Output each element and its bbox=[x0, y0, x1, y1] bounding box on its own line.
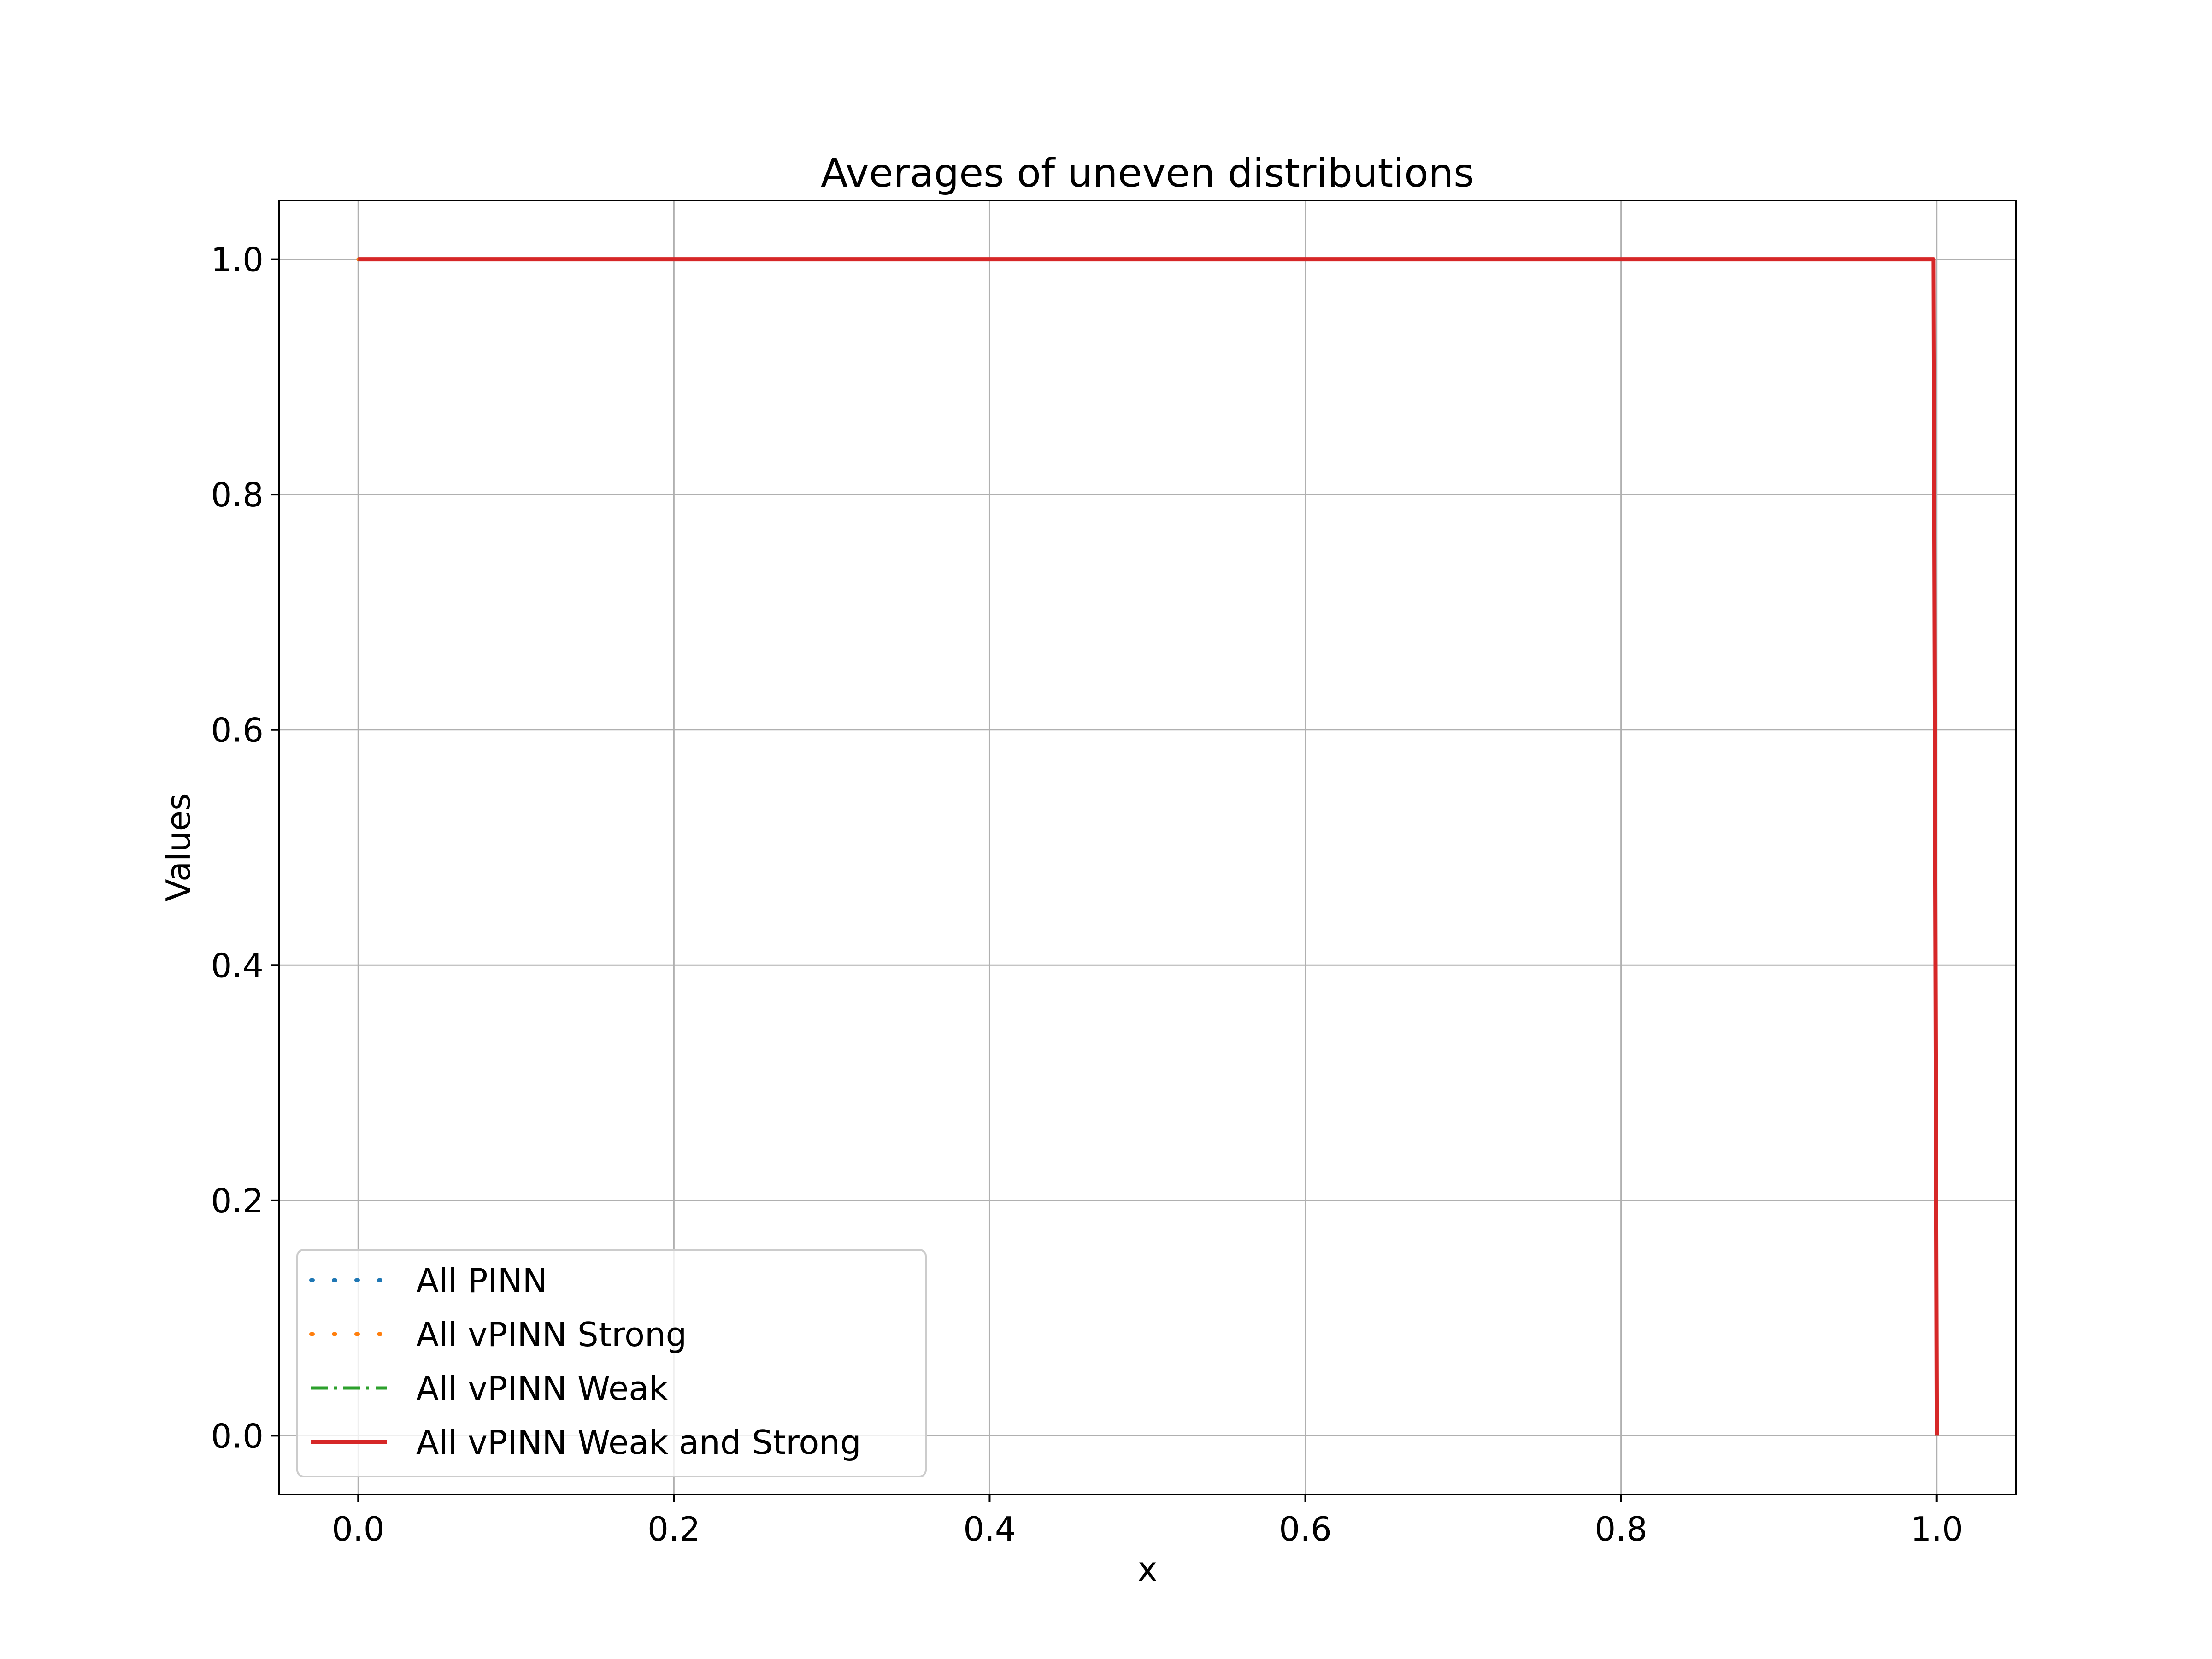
legend-box bbox=[296, 1249, 927, 1477]
x-tick-label: 0.2 bbox=[647, 1510, 700, 1548]
chart-title: Averages of uneven distributions bbox=[821, 150, 1474, 196]
y-axis-label: Values bbox=[159, 793, 198, 901]
y-axis-ticks: 0.0 0.2 0.4 0.6 0.8 1.0 bbox=[211, 241, 279, 1455]
legend-label-1: All vPINN Strong bbox=[416, 1315, 687, 1354]
legend-label-2: All vPINN Weak bbox=[416, 1369, 668, 1408]
y-tick-label: 0.2 bbox=[211, 1182, 264, 1220]
x-tick-label: 0.4 bbox=[963, 1510, 1016, 1548]
y-tick-label: 1.0 bbox=[211, 241, 264, 279]
plot-area-frame bbox=[278, 200, 2017, 1495]
x-axis-label: x bbox=[1138, 1550, 1158, 1588]
x-tick-label: 0.6 bbox=[1279, 1510, 1332, 1548]
x-tick-label: 0.0 bbox=[332, 1510, 385, 1548]
x-tick-label: 0.8 bbox=[1594, 1510, 1647, 1548]
y-tick-label: 0.0 bbox=[211, 1417, 264, 1455]
series-line-3 bbox=[358, 257, 1939, 1436]
grid-lines bbox=[279, 200, 2016, 1494]
legend: All PINN All vPINN Strong All vPINN Weak Al… bbox=[296, 1249, 927, 1477]
y-tick-label: 0.8 bbox=[211, 476, 264, 514]
series-layer bbox=[356, 257, 1939, 1438]
y-tick-label: 0.4 bbox=[211, 946, 264, 985]
y-tick-label: 0.6 bbox=[211, 711, 264, 750]
legend-label-3: All vPINN Weak and Strong bbox=[416, 1423, 861, 1462]
x-axis-ticks: 0.0 0.2 0.4 0.6 0.8 1.0 bbox=[332, 1494, 1963, 1548]
x-tick-label: 1.0 bbox=[1910, 1510, 1963, 1548]
legend-label-0: All PINN bbox=[416, 1261, 547, 1300]
